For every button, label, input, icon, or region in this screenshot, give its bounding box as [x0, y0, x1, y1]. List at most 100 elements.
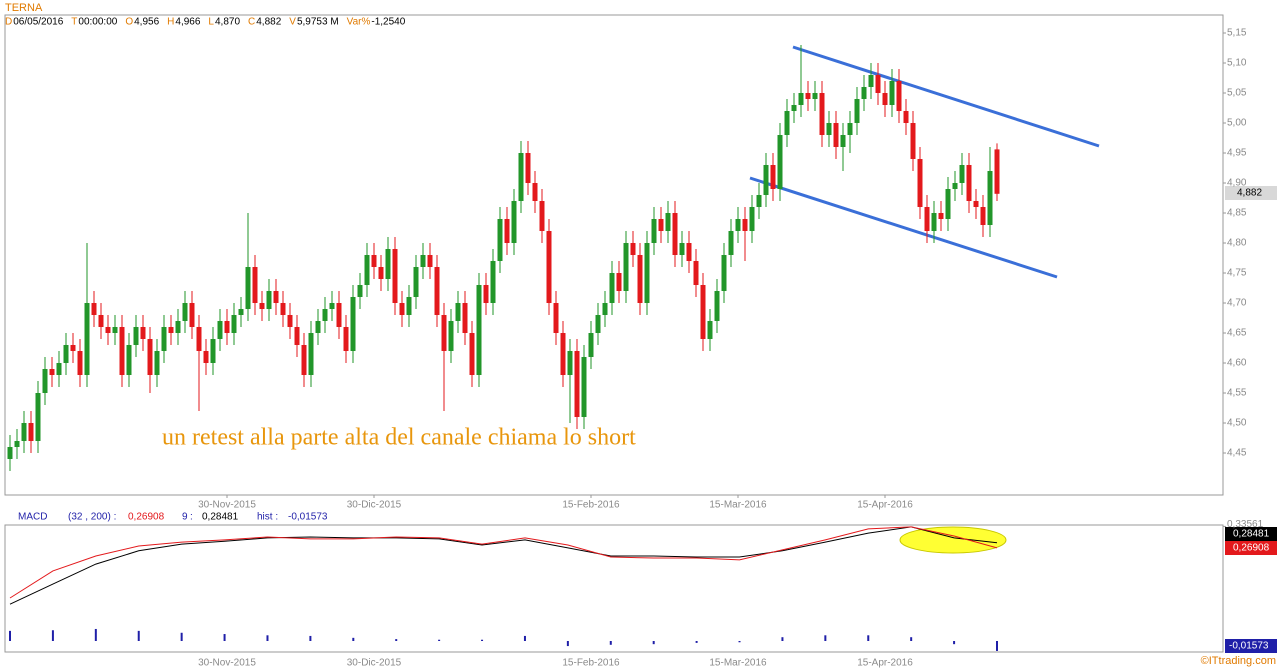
candle-body	[427, 255, 433, 267]
candle-body	[931, 213, 937, 231]
candle-body	[644, 243, 650, 303]
hist-box-label: -0,01573	[1229, 641, 1269, 652]
candle-body	[700, 285, 706, 339]
candle-body	[966, 165, 972, 201]
macd-params: (32 , 200) :	[68, 512, 116, 523]
annotation: un retest alla parte alta del canale chi…	[162, 425, 636, 451]
candle-body	[399, 303, 405, 315]
candle-body	[952, 183, 958, 189]
candle-body	[56, 363, 62, 375]
candle-body	[14, 441, 20, 447]
hist-bar	[824, 635, 827, 641]
y-tick-label: 5,15	[1227, 28, 1247, 39]
candle-body	[511, 201, 517, 243]
candle-body	[490, 261, 496, 303]
candle-body	[252, 267, 258, 303]
candle-body	[651, 219, 657, 243]
candle-body	[854, 99, 860, 123]
macd-panel	[4, 524, 1224, 653]
candle-body	[581, 357, 587, 417]
candle-body	[371, 255, 377, 267]
candle-body	[882, 93, 888, 105]
candle-body	[392, 249, 398, 303]
candle-body	[266, 291, 272, 309]
hist-bar	[309, 635, 312, 641]
candle-body	[476, 285, 482, 375]
signal-box-label: 0,28481	[1233, 529, 1270, 540]
candle-body	[987, 171, 993, 225]
candle-body	[959, 165, 965, 183]
signal-value: 0,28481	[202, 512, 239, 523]
candle-body	[735, 219, 741, 231]
candle-body	[483, 285, 489, 303]
candle-body	[623, 243, 629, 291]
candle-body	[357, 285, 363, 297]
candle-body	[42, 369, 48, 393]
candle-body	[378, 267, 384, 279]
candle-body	[35, 393, 41, 441]
x-tick-label: 30-Dic-2015	[347, 658, 402, 668]
candle-body	[168, 327, 174, 333]
candle-body	[7, 447, 13, 459]
macd-box	[1225, 541, 1277, 555]
hist-bar	[352, 637, 355, 641]
macd-box-label: 0,26908	[1233, 543, 1270, 554]
candle-body	[154, 351, 160, 375]
candle-body	[728, 231, 734, 255]
candle-body	[469, 333, 475, 375]
price-box	[1225, 186, 1277, 200]
candle-body	[196, 327, 202, 351]
candle-body	[63, 345, 69, 363]
last-price: 4,882	[1237, 188, 1262, 199]
hist-bar	[867, 635, 870, 641]
x-tick-label: 15-Apr-2016	[857, 500, 913, 511]
candle-body	[812, 93, 818, 99]
candle-body	[560, 333, 566, 375]
candle-body	[602, 303, 608, 315]
candle-body	[938, 213, 944, 219]
y-tick-label: 5,10	[1227, 58, 1247, 69]
hist-bar	[481, 639, 484, 641]
candle-body	[406, 297, 412, 315]
candle-body	[287, 315, 293, 327]
macd-line	[9, 526, 998, 605]
candle-body	[840, 135, 846, 147]
y-tick-label: 4,45	[1227, 448, 1247, 459]
candle-body	[819, 93, 825, 135]
candle-body	[665, 213, 671, 231]
candle-body	[420, 255, 426, 267]
candle-body	[161, 327, 167, 351]
header-value: 4,870	[215, 17, 240, 28]
y-tick-label: 4,70	[1227, 298, 1247, 309]
x-tick-label: 30-Nov-2015	[198, 658, 256, 668]
candle-body	[868, 75, 874, 87]
chart-title: TERNA	[5, 2, 43, 14]
candle-body	[637, 255, 643, 303]
candle-body	[532, 183, 538, 201]
y-tick-label: 4,95	[1227, 148, 1247, 159]
candle-body	[917, 159, 923, 207]
candle-body	[742, 219, 748, 231]
candle-body	[434, 267, 440, 315]
candle-body	[70, 345, 76, 351]
candle-body	[763, 165, 769, 195]
candle-body	[994, 149, 1000, 194]
candle-body	[749, 207, 755, 231]
x-tick-label: 15-Feb-2016	[562, 658, 620, 668]
hist-bar	[438, 639, 441, 641]
hist-bar	[9, 630, 11, 641]
candle-body	[784, 111, 790, 135]
header: D 06/05/2016 T 00:00:00 O 4,956 H 4,966 L 4,870 C 4…	[5, 17, 406, 28]
candle-body	[826, 123, 832, 135]
x-tick-label: 15-Mar-2016	[709, 658, 767, 668]
candle-body	[833, 123, 839, 147]
candle-body	[21, 423, 27, 441]
hist-bar	[94, 628, 97, 641]
candle-body	[539, 201, 545, 231]
hist-bar	[266, 635, 269, 641]
macd-name: MACD	[18, 512, 47, 523]
hist-bar	[523, 635, 526, 641]
y-tick-label: 4,55	[1227, 388, 1247, 399]
macd-value: 0,26908	[128, 512, 165, 523]
hist-bar	[996, 641, 998, 651]
